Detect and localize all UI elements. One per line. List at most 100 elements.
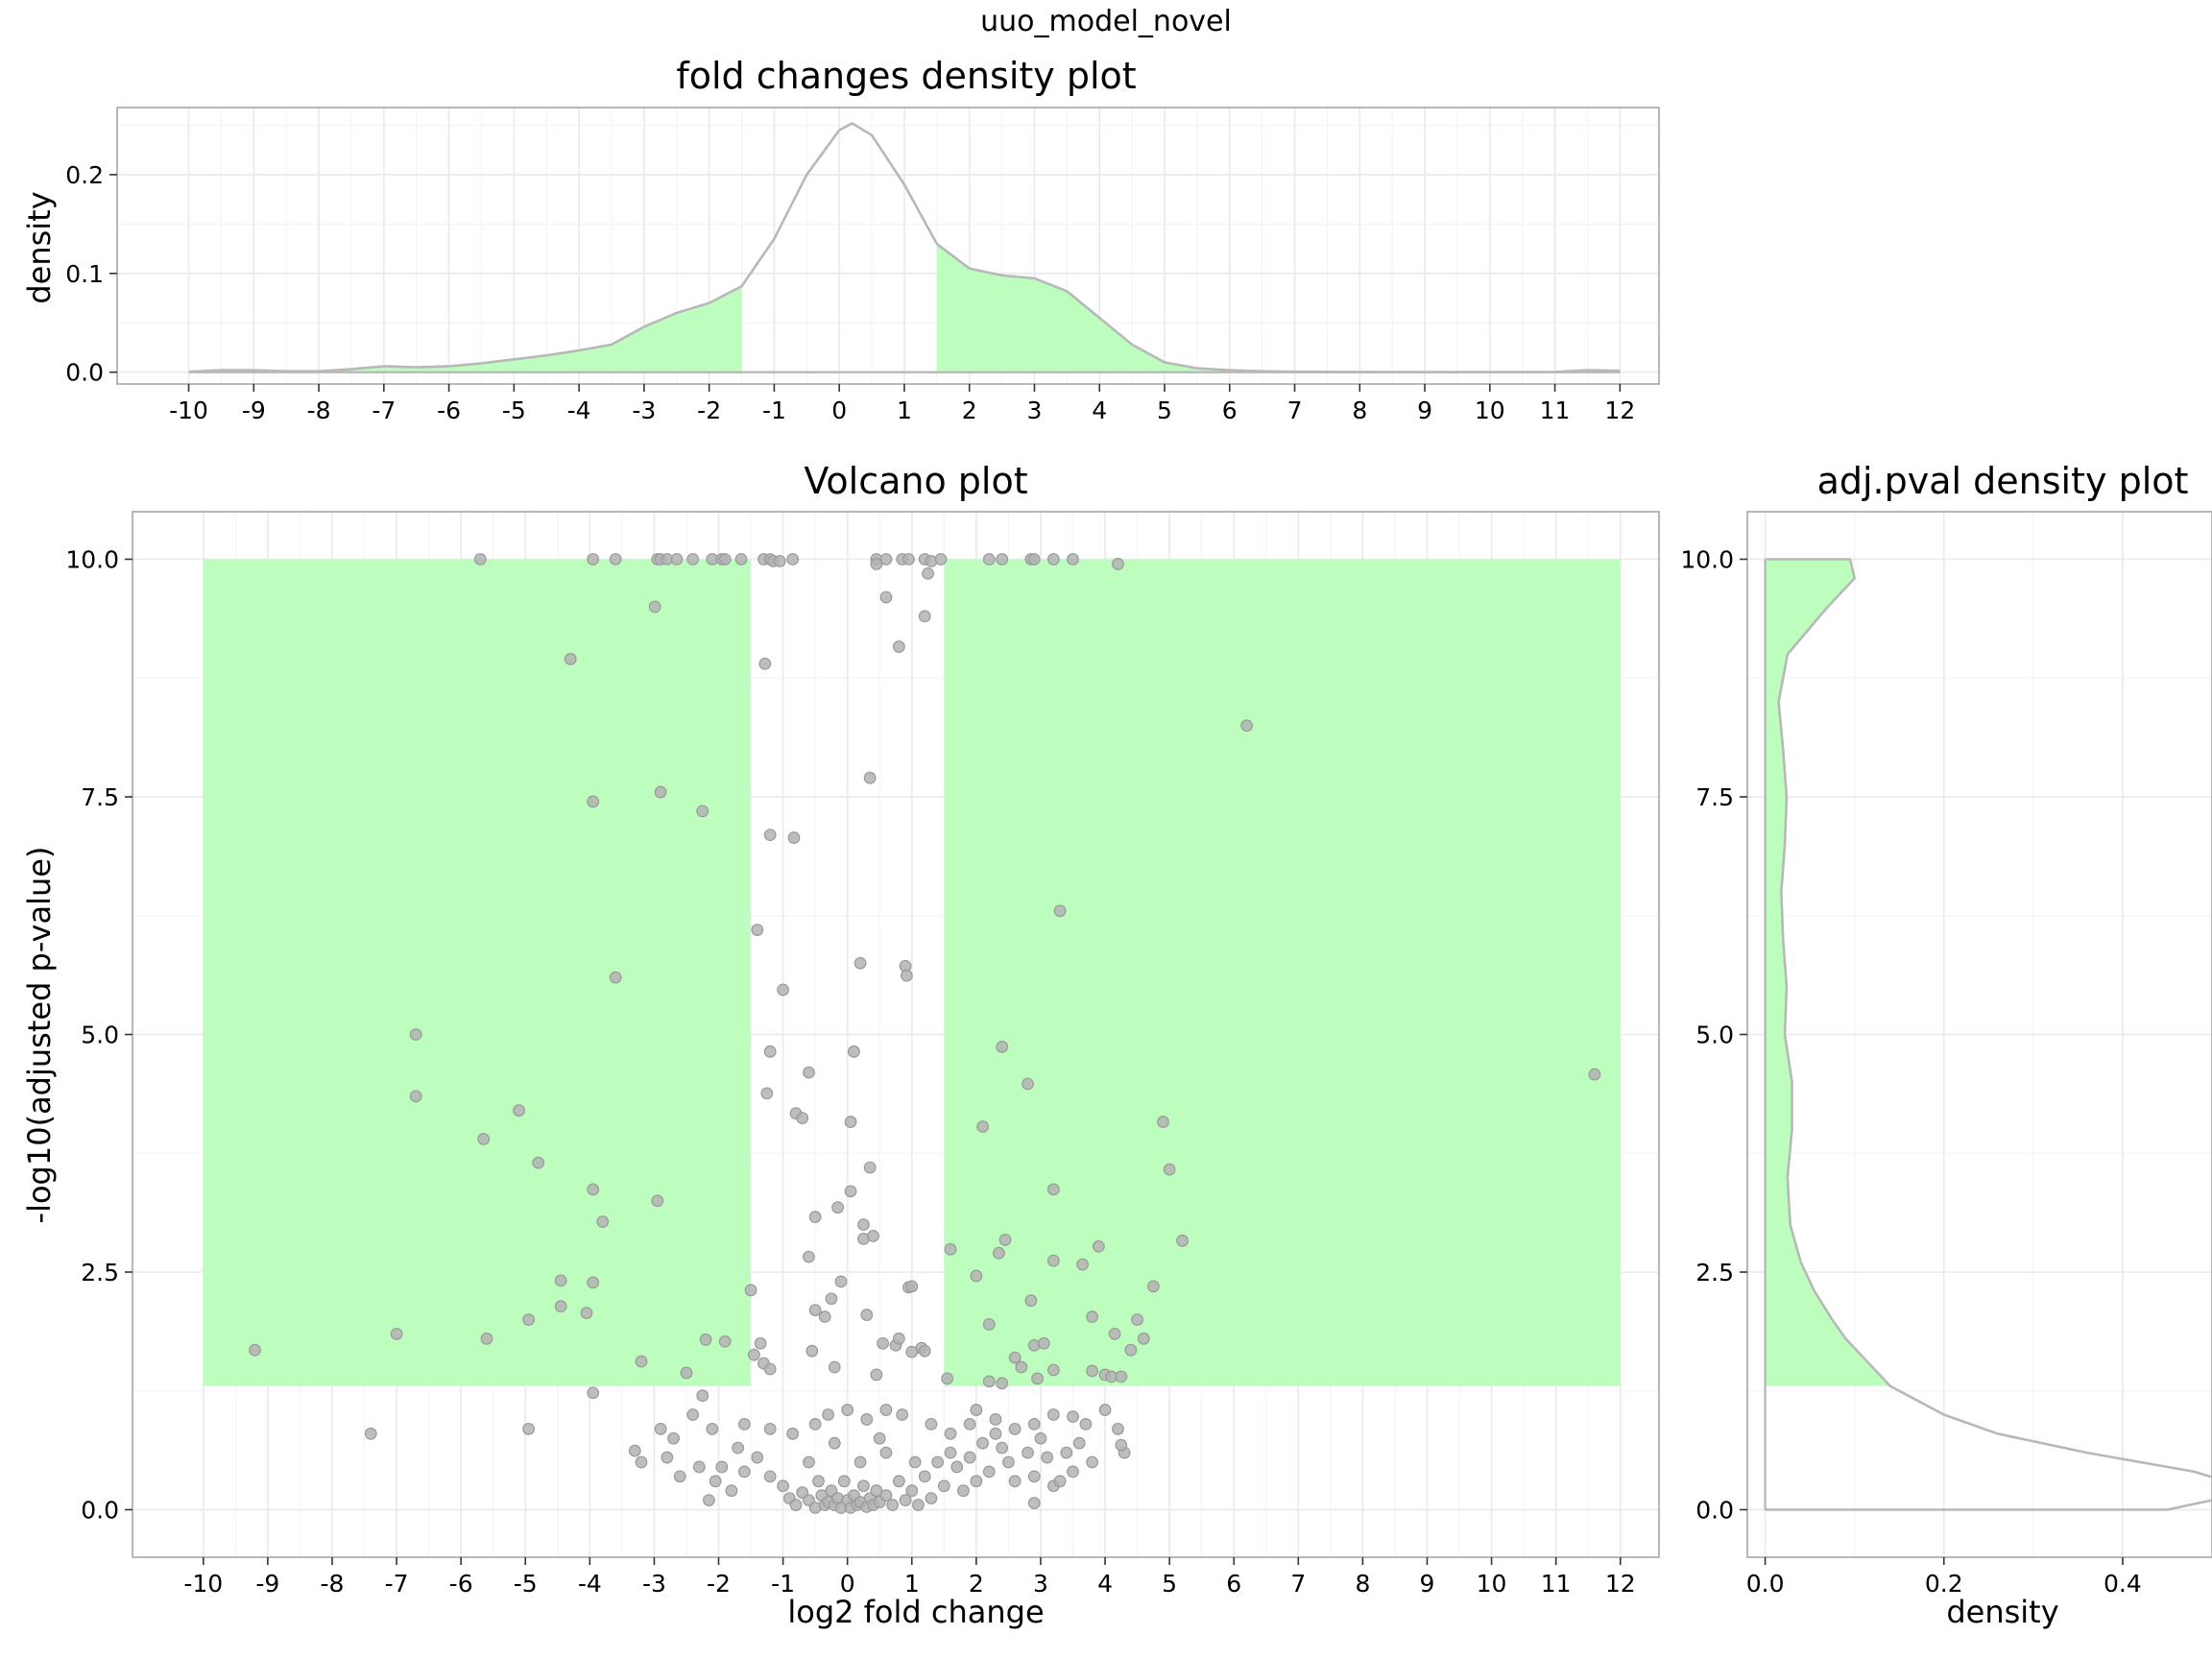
volcano-point	[1131, 1313, 1143, 1326]
volcano-x-tick-label: 10	[1477, 1570, 1507, 1598]
volcano-point	[1115, 1370, 1128, 1383]
fc-density-x-tick-label: 0	[831, 397, 847, 424]
volcano-point	[648, 600, 661, 613]
pval-density-y-tick-label: 7.5	[1695, 783, 1734, 811]
volcano-x-tick-label: -4	[578, 1570, 602, 1598]
volcano-point	[718, 553, 732, 565]
volcano-point	[1098, 1404, 1112, 1416]
volcano-point	[754, 1336, 767, 1350]
volcano-point	[1022, 1077, 1034, 1091]
volcano-point	[879, 1404, 893, 1416]
volcano-point	[513, 1104, 525, 1118]
fc-density-ylabel: density	[21, 191, 58, 303]
volcano-point	[1067, 1465, 1079, 1479]
volcano-point	[796, 1112, 809, 1125]
volcano-x-tick-label: 1	[904, 1570, 920, 1598]
volcano-point	[803, 1066, 815, 1079]
figure-suptitle: uuo_model_novel	[980, 5, 1232, 38]
volcano-point	[970, 1269, 983, 1283]
volcano-point	[522, 1422, 535, 1435]
volcano-point	[996, 553, 1009, 565]
fc-density-x-tick-label: 8	[1352, 397, 1367, 424]
volcano-point	[744, 1284, 757, 1297]
volcano-point	[696, 805, 709, 818]
volcano-point	[812, 1475, 825, 1488]
volcano-point	[1046, 1254, 1060, 1267]
volcano-point	[1053, 1475, 1067, 1488]
fc-density-x-tick-label: -9	[242, 397, 266, 424]
volcano-point	[628, 1444, 641, 1457]
volcano-point	[918, 610, 931, 623]
fc-density-x-tick-label: -10	[169, 397, 208, 424]
pval-density-y-tick-label: 5.0	[1695, 1022, 1734, 1049]
volcano-point	[1079, 1417, 1093, 1431]
volcano-x-tick-label: -1	[771, 1570, 795, 1598]
volcano-point	[734, 553, 748, 565]
volcano-point	[1046, 553, 1060, 565]
volcano-x-tick-label: 3	[1033, 1570, 1048, 1598]
volcano-point	[786, 553, 800, 565]
volcano-point	[825, 1292, 838, 1306]
volcano-point	[847, 1045, 860, 1058]
pval-density-y-tick-label: 10.0	[1680, 546, 1734, 574]
fc-density-y-tick-label: 0.2	[65, 161, 104, 189]
volcano-point	[963, 1417, 976, 1431]
volcano-point	[854, 956, 867, 970]
volcano-point	[1086, 1310, 1099, 1323]
volcano-x-tick-label: 6	[1226, 1570, 1241, 1598]
fc-density-x-tick-label: -2	[697, 397, 721, 424]
volcano-x-tick-label: -9	[255, 1570, 279, 1598]
volcano-point	[944, 1446, 957, 1459]
fc-density-x-tick-label: 12	[1604, 397, 1635, 424]
volcano-x-tick-label: 2	[969, 1570, 984, 1598]
volcano-point	[596, 1215, 610, 1228]
volcano-point	[763, 1470, 777, 1483]
volcano-point	[699, 1333, 712, 1346]
volcano-point	[1067, 1410, 1079, 1423]
volcano-point	[857, 1218, 870, 1231]
volcano-point	[751, 1451, 764, 1464]
volcano-point	[763, 1422, 777, 1435]
volcano-point	[1022, 1446, 1034, 1459]
volcano-point	[860, 1309, 874, 1321]
volcano-title: Volcano plot	[804, 460, 1027, 502]
volcano-point	[860, 1413, 874, 1426]
volcano-point	[944, 1242, 957, 1256]
volcano-point	[1008, 1351, 1022, 1364]
volcano-point	[706, 1422, 719, 1435]
volcano-x-tick-label: -7	[385, 1570, 409, 1598]
volcano-point	[1002, 1455, 1015, 1469]
volcano-point	[863, 1161, 877, 1174]
volcano-point	[409, 1090, 422, 1103]
volcano-point	[1037, 1336, 1050, 1350]
volcano-x-tick-label: -5	[514, 1570, 538, 1598]
fc-density-axes: -10 -9 -8 -7 -6 -5 -4 -3 -2 -1 0 1 2 3 4 5 6 7 8 9 10 11 120.0…	[65, 107, 1660, 424]
volcano-point	[902, 553, 915, 565]
volcano-point	[661, 1451, 674, 1464]
volcano-point	[989, 1427, 1002, 1440]
volcano-point	[1031, 1372, 1044, 1385]
volcano-point	[670, 553, 684, 565]
volcano-point	[1034, 1431, 1047, 1445]
volcano-point	[912, 1499, 925, 1511]
volcano-point	[609, 553, 622, 565]
volcano-x-tick-label: 8	[1355, 1570, 1370, 1598]
volcano-point	[1046, 1408, 1060, 1421]
fc-density-x-tick-label: 9	[1417, 397, 1432, 424]
volcano-point	[950, 1460, 964, 1474]
volcano-point	[831, 1201, 845, 1214]
volcano-significance-region	[203, 559, 752, 1386]
volcano-point	[1146, 1280, 1160, 1293]
volcano-point	[818, 1310, 831, 1323]
volcano-point	[473, 553, 487, 565]
volcano-point	[892, 1475, 905, 1488]
volcano-point	[841, 1404, 854, 1416]
volcano-point	[1027, 1470, 1041, 1483]
volcano-panel: Volcano plot log2 fold change -log10(adj…	[21, 460, 1660, 1630]
volcano-point	[1163, 1163, 1176, 1176]
fc-density-y-tick-label: 0.0	[65, 359, 104, 387]
pval-density-title: adj.pval density plot	[1817, 460, 2189, 502]
fc-density-x-tick-label: -5	[502, 397, 526, 424]
volcano-x-tick-label: -3	[642, 1570, 666, 1598]
